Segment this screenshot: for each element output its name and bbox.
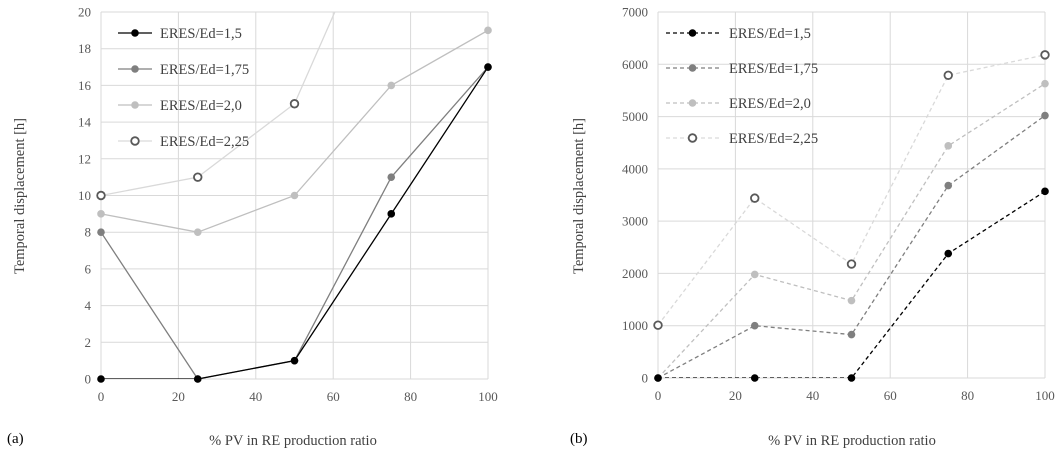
- legend-marker: [130, 136, 140, 146]
- y-tick-label: 0: [85, 372, 92, 387]
- y-tick-label: 1000: [622, 318, 648, 333]
- legend-label: ERES/Ed=1,5: [160, 26, 242, 42]
- series-line: [101, 29, 488, 233]
- series-line: [658, 190, 1045, 378]
- data-point: [750, 374, 759, 382]
- data-point: [1041, 79, 1049, 88]
- data-point: [1041, 111, 1049, 120]
- x-tick-label: 100: [478, 389, 498, 404]
- data-point: [944, 142, 953, 150]
- y-tick-label: 6: [85, 261, 92, 276]
- data-point: [193, 172, 203, 182]
- panel-label: (a): [7, 431, 24, 447]
- x-tick-label: 40: [249, 389, 262, 404]
- x-tick-label: 80: [404, 389, 417, 404]
- y-tick-label: 18: [78, 41, 91, 56]
- legend-label: ERES/Ed=1,5: [729, 26, 811, 42]
- data-point: [484, 63, 492, 71]
- data-point: [289, 99, 300, 109]
- y-tick-label: 5000: [622, 109, 648, 124]
- data-point: [387, 173, 396, 181]
- data-point: [97, 210, 105, 218]
- data-point: [290, 191, 299, 200]
- x-tick-label: 100: [1035, 388, 1055, 403]
- y-tick-label: 10: [78, 188, 91, 203]
- data-point: [944, 249, 953, 258]
- data-point: [750, 193, 760, 203]
- data-point: [847, 374, 856, 382]
- data-point: [387, 210, 396, 218]
- y-tick-label: 7000: [622, 5, 648, 20]
- y-tick-label: 8: [85, 225, 92, 240]
- plot-area: [101, 12, 488, 379]
- x-tick-label: 80: [961, 388, 974, 403]
- legend-marker: [131, 101, 139, 109]
- y-tick-label: 0: [642, 371, 649, 386]
- panel-label: (b): [570, 431, 588, 447]
- legend-marker: [687, 133, 698, 143]
- x-axis-title: % PV in RE production ratio: [768, 433, 936, 449]
- legend-label: ERES/Ed=2,25: [729, 131, 818, 147]
- x-tick-label: 20: [729, 388, 742, 403]
- y-tick-label: 2: [85, 335, 92, 350]
- x-tick-label: 20: [172, 389, 185, 404]
- legend-label: ERES/Ed=2,25: [160, 134, 249, 150]
- legend-marker: [131, 29, 139, 37]
- legend-label: ERES/Ed=2,0: [729, 96, 811, 112]
- data-point: [943, 70, 953, 80]
- data-point: [847, 330, 856, 339]
- data-point: [847, 296, 856, 305]
- y-tick-label: 12: [78, 151, 91, 166]
- y-tick-label: 4: [85, 298, 92, 313]
- data-point: [654, 374, 662, 382]
- data-point: [944, 181, 953, 190]
- y-tick-label: 4000: [622, 161, 648, 176]
- data-point: [846, 259, 857, 269]
- x-axis-title: % PV in RE production ratio: [209, 433, 377, 449]
- data-point: [1041, 187, 1049, 196]
- y-tick-label: 6000: [622, 57, 648, 72]
- legend-marker: [688, 99, 697, 107]
- data-point: [750, 270, 759, 279]
- x-tick-label: 60: [327, 389, 340, 404]
- data-point: [97, 375, 105, 383]
- chart-panel-b: 0 1000 2000 3000 4000 5000 6000 7000 0 20 40 60 80 10…: [570, 5, 1055, 450]
- legend-marker: [688, 64, 697, 72]
- x-tick-label: 60: [884, 388, 897, 403]
- legend-marker: [131, 65, 139, 73]
- series-line: [658, 54, 1045, 326]
- data-point: [96, 190, 106, 201]
- legend-label: ERES/Ed=1,75: [729, 61, 818, 77]
- y-axis-title: Temporal displacement [h]: [571, 118, 587, 274]
- data-point: [290, 356, 299, 365]
- y-tick-label: 16: [78, 78, 92, 93]
- chart-panel-a: 0 2 4 6 8 10 12 14 16 18 20 0 20 40 60 80 100 % PV in RE …: [7, 5, 498, 450]
- series-line: [658, 114, 1045, 378]
- data-point: [193, 375, 202, 383]
- data-point: [1040, 50, 1050, 60]
- data-point: [484, 26, 492, 35]
- data-point: [193, 228, 202, 236]
- y-tick-label: 2000: [622, 266, 648, 281]
- y-tick-label: 3000: [622, 214, 648, 229]
- x-tick-label: 0: [655, 388, 662, 403]
- y-axis-title: Temporal displacement [h]: [12, 118, 28, 274]
- y-tick-label: 20: [78, 5, 91, 20]
- y-tick-label: 14: [78, 115, 92, 130]
- data-point: [97, 228, 105, 236]
- legend-label: ERES/Ed=1,75: [160, 62, 249, 78]
- legend-marker: [688, 29, 697, 37]
- data-point: [653, 320, 663, 330]
- x-tick-label: 0: [98, 389, 105, 404]
- data-point: [387, 81, 396, 90]
- legend-label: ERES/Ed=2,0: [160, 98, 242, 114]
- x-tick-label: 40: [806, 388, 819, 403]
- data-point: [750, 321, 759, 330]
